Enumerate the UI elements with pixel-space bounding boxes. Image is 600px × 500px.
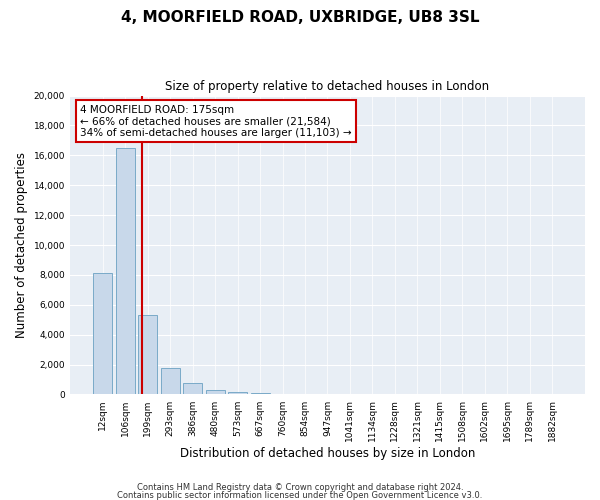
Text: 4 MOORFIELD ROAD: 175sqm
← 66% of detached houses are smaller (21,584)
34% of se: 4 MOORFIELD ROAD: 175sqm ← 66% of detach… bbox=[80, 104, 352, 138]
Bar bbox=[251, 393, 269, 394]
Y-axis label: Number of detached properties: Number of detached properties bbox=[15, 152, 28, 338]
X-axis label: Distribution of detached houses by size in London: Distribution of detached houses by size … bbox=[180, 447, 475, 460]
Bar bbox=[116, 148, 135, 394]
Text: Contains HM Land Registry data © Crown copyright and database right 2024.: Contains HM Land Registry data © Crown c… bbox=[137, 484, 463, 492]
Bar bbox=[183, 383, 202, 394]
Bar bbox=[206, 390, 225, 394]
Bar bbox=[94, 274, 112, 394]
Bar bbox=[138, 315, 157, 394]
Title: Size of property relative to detached houses in London: Size of property relative to detached ho… bbox=[166, 80, 490, 93]
Bar bbox=[161, 368, 180, 394]
Bar bbox=[228, 392, 247, 394]
Text: 4, MOORFIELD ROAD, UXBRIDGE, UB8 3SL: 4, MOORFIELD ROAD, UXBRIDGE, UB8 3SL bbox=[121, 10, 479, 25]
Text: Contains public sector information licensed under the Open Government Licence v3: Contains public sector information licen… bbox=[118, 490, 482, 500]
